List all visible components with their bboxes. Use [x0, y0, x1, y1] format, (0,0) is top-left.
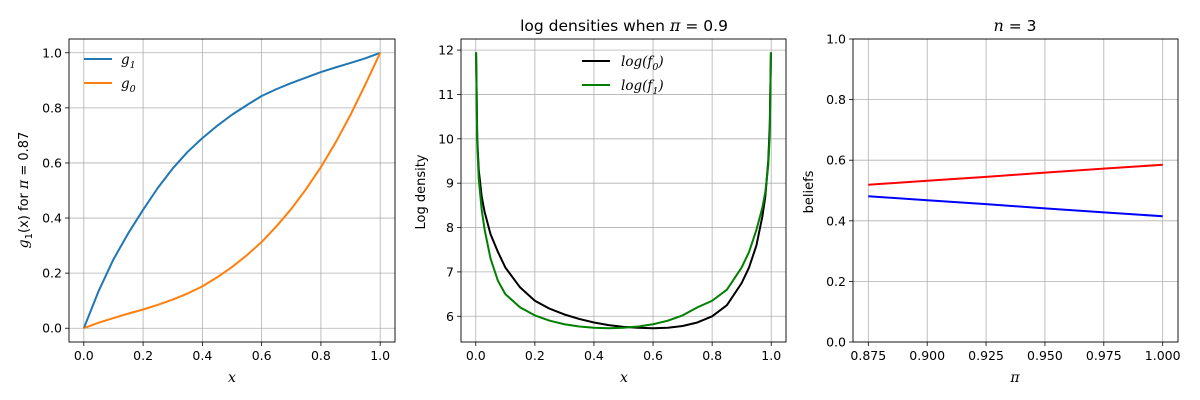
axes-frame [68, 38, 396, 343]
y-label-mid: (x) for [17, 189, 32, 233]
y-tick-label: 0.6 [42, 155, 62, 170]
x-axis-label: π [1009, 370, 1020, 386]
x-axis-label: x [620, 370, 628, 386]
series-line-g1 [82, 51, 381, 329]
series-line-1 [868, 195, 1163, 218]
y-tick-label: 12 [438, 43, 454, 58]
y-tick-label: 8 [446, 220, 454, 235]
legend-sub-f0: 0 [652, 62, 658, 73]
x-tick-label: 0.8 [311, 348, 331, 363]
y-label-eq: = 0.87 [17, 132, 32, 180]
x-tick-label: 0.8 [702, 348, 722, 363]
tick-layer: 0.875 0.900 0.925 0.950 0.975 1.000 0.0 0.2 0.4 0… [826, 32, 1181, 364]
x-tick-label: 1.0 [761, 348, 781, 363]
title-pre: log densities when [520, 17, 670, 35]
y-tick-label: 0.0 [826, 335, 846, 350]
y-tick-label: 6 [446, 309, 454, 324]
x-tick-label: 0.975 [1086, 348, 1122, 363]
y-tick-label: 0.0 [42, 321, 62, 336]
y-tick-label: 0.6 [826, 153, 846, 168]
y-axis-label: g1(x) for π = 0.87 [16, 132, 35, 249]
x-tick-label: 0.6 [252, 348, 272, 363]
series-line-g0 [83, 52, 382, 330]
x-tick-label: 0.2 [525, 348, 545, 363]
chart-title: log densities when π = 0.9 [520, 16, 728, 35]
tick-layer: 0.0 0.2 0.4 0.6 0.8 1.0 0.0 0.2 0.4 0.6 0.8 1.0 [42, 45, 390, 363]
legend-sub-g1: 1 [130, 60, 136, 71]
x-tick-label: 0.6 [643, 348, 663, 363]
legend-sub-f1: 1 [652, 86, 658, 97]
y-tick-label: 11 [438, 87, 454, 102]
x-axis-label: x [228, 370, 236, 386]
series-line-logf1 [475, 52, 772, 330]
title-pi: π [669, 16, 681, 35]
y-label-g: g [16, 239, 32, 248]
legend-sub-g0: 0 [130, 84, 136, 95]
x-tick-label: 0.900 [909, 348, 945, 363]
title-n: n [993, 16, 1003, 35]
series-layer [475, 52, 772, 330]
x-tick-label: 0.875 [850, 348, 886, 363]
axes-frame [852, 38, 1179, 343]
y-tick-label: 9 [446, 176, 454, 191]
y-tick-label: 0.2 [826, 274, 846, 289]
x-tick-label: 0.950 [1027, 348, 1063, 363]
y-tick-label: 10 [438, 131, 454, 146]
y-tick-label: 0.8 [42, 100, 62, 115]
axes-frame [460, 38, 787, 343]
y-tick-label: 0.4 [42, 211, 62, 226]
x-tick-label: 0.4 [584, 348, 604, 363]
x-tick-label: 0.4 [192, 348, 212, 363]
x-tick-label: 0.2 [133, 348, 153, 363]
series-layer [868, 163, 1163, 218]
title-post: = 3 [1004, 17, 1037, 35]
y-label-sub: 1 [24, 233, 35, 239]
panel-beliefs: 0.875 0.900 0.925 0.950 0.975 1.000 0.0 0.2 0.4 0… [802, 16, 1181, 386]
panel-g-functions: 0.0 0.2 0.4 0.6 0.8 1.0 0.0 0.2 0.4 0.6 0.8 1.0 x g… [16, 38, 396, 386]
x-tick-label: 0.925 [968, 348, 1004, 363]
y-axis-label: beliefs [802, 170, 817, 213]
y-tick-label: 0.8 [826, 92, 846, 107]
grid [69, 39, 395, 342]
y-tick-label: 7 [446, 264, 454, 279]
x-tick-label: 0.0 [466, 348, 486, 363]
x-tick-label: 1.000 [1145, 348, 1181, 363]
x-tick-label: 0.0 [74, 348, 94, 363]
y-tick-label: 0.4 [826, 213, 846, 228]
chart-title: n = 3 [993, 16, 1036, 35]
y-tick-label: 1.0 [826, 32, 846, 47]
y-label-pi: π [16, 179, 32, 190]
title-post: = 0.9 [680, 17, 728, 35]
y-axis-label: Log density [414, 154, 429, 229]
y-tick-label: 0.2 [42, 266, 62, 281]
y-tick-label: 1.0 [42, 45, 62, 60]
x-tick-label: 1.0 [370, 348, 390, 363]
series-layer [82, 51, 382, 330]
series-line-0 [868, 163, 1163, 186]
